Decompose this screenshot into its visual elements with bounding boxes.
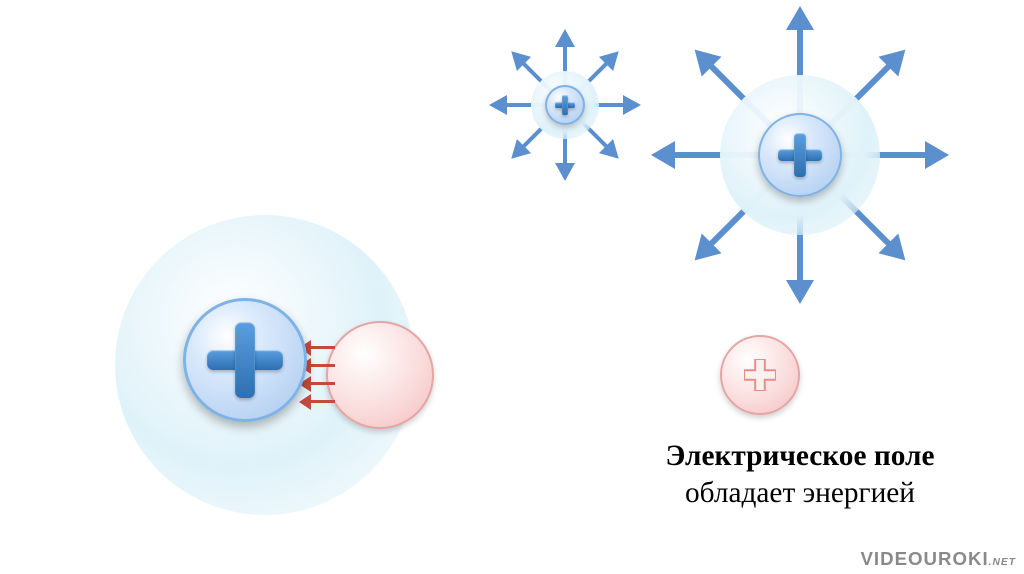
plus-icon — [778, 133, 822, 177]
caption-line1: Электрическое поле — [660, 438, 940, 475]
caption-line2: обладает энергией — [660, 475, 940, 512]
plus-outline-icon — [744, 359, 776, 391]
plus-icon — [555, 95, 575, 115]
watermark-suffix: .NET — [989, 557, 1016, 568]
test-charge-pink — [326, 321, 434, 429]
watermark: VIDEOUROKI.NET — [860, 548, 1016, 570]
plus-icon — [207, 322, 283, 398]
diagram-stage: { "canvas": { "width": 1024, "height": 5… — [0, 0, 1024, 574]
watermark-main: VIDEOUROKI — [860, 548, 988, 569]
caption-text: Электрическое поле обладает энергией — [660, 438, 940, 511]
